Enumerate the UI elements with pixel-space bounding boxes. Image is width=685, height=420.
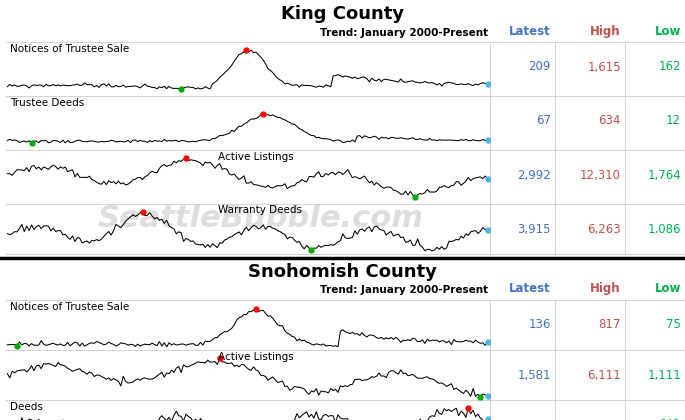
Text: 2,112: 2,112 (587, 418, 621, 420)
Text: Low: Low (655, 25, 681, 38)
Text: 75: 75 (666, 318, 681, 331)
Text: Active Listings: Active Listings (219, 152, 294, 162)
Text: 67: 67 (536, 115, 551, 128)
Text: Deeds: Deeds (10, 402, 42, 412)
Text: Notices of Trustee Sale: Notices of Trustee Sale (10, 302, 129, 312)
Text: SeattleBubble.com: SeattleBubble.com (97, 204, 423, 233)
Text: 6,263: 6,263 (587, 223, 621, 236)
Text: Active Listings: Active Listings (219, 352, 294, 362)
Text: Notices of Trustee Sale: Notices of Trustee Sale (10, 44, 129, 53)
Text: High: High (590, 25, 621, 38)
Text: High: High (590, 282, 621, 295)
Text: 1,764: 1,764 (647, 168, 681, 181)
Text: 1,581: 1,581 (517, 368, 551, 381)
Text: 6,111: 6,111 (587, 368, 621, 381)
Text: Trustee Deeds: Trustee Deeds (10, 97, 84, 108)
Text: Low: Low (655, 282, 681, 295)
Text: 136: 136 (529, 318, 551, 331)
Text: Latest: Latest (509, 282, 551, 295)
Text: Warranty Deeds: Warranty Deeds (219, 205, 302, 215)
Text: 209: 209 (529, 60, 551, 74)
Text: 2,992: 2,992 (517, 168, 551, 181)
Text: 1,111: 1,111 (647, 368, 681, 381)
Text: 1,086: 1,086 (647, 223, 681, 236)
Text: 162: 162 (658, 60, 681, 74)
Text: 3,915: 3,915 (517, 223, 551, 236)
Text: Snohomish County: Snohomish County (248, 263, 437, 281)
Text: Trend: January 2000-Present: Trend: January 2000-Present (320, 28, 488, 38)
Text: 12,310: 12,310 (580, 168, 621, 181)
Text: 1,615: 1,615 (587, 60, 621, 74)
Text: 641: 641 (658, 418, 681, 420)
Text: Trend: January 2000-Present: Trend: January 2000-Present (320, 285, 488, 295)
Text: 634: 634 (599, 115, 621, 128)
Text: 1,734: 1,734 (517, 418, 551, 420)
Text: Latest: Latest (509, 25, 551, 38)
Text: 817: 817 (599, 318, 621, 331)
Text: 12: 12 (666, 115, 681, 128)
Text: King County: King County (281, 5, 404, 23)
